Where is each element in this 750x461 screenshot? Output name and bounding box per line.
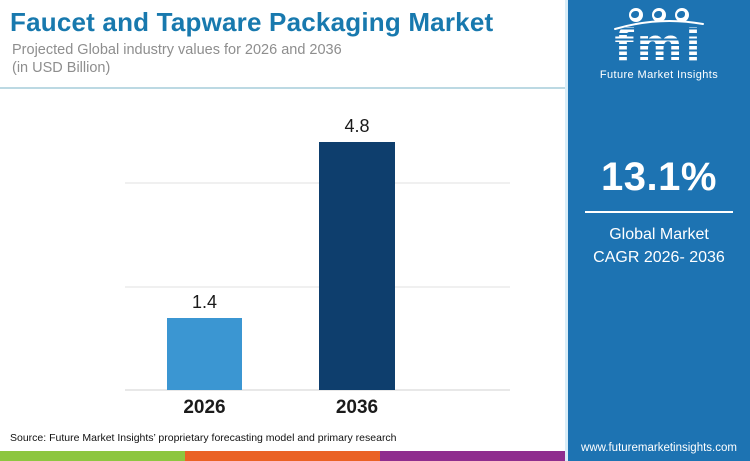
bar-group-2026: 1.4 2026 (167, 95, 242, 418)
subtitle-line-2: (in USD Billion) (12, 60, 111, 77)
cagr-label-line-1: Global Market (609, 226, 709, 243)
cagr-divider (585, 211, 733, 213)
cagr-block: 13.1% Global Market CAGR 2026- 2036 (568, 155, 750, 269)
cagr-value: 13.1% (601, 155, 717, 199)
globe-americas-icon (629, 8, 643, 22)
logo-wordmark: fmi (614, 20, 704, 71)
gridline (125, 389, 510, 391)
strip-green (0, 451, 185, 461)
gridline (125, 182, 510, 185)
page-subtitle: Projected Global industry values for 202… (12, 41, 342, 77)
header: Faucet and Tapware Packaging Market Proj… (0, 0, 568, 88)
strip-orange (185, 451, 380, 461)
globe-europe-icon (652, 8, 666, 22)
cagr-label: Global Market CAGR 2026- 2036 (568, 223, 750, 269)
website-link[interactable]: www.futuremarketinsights.com (581, 442, 737, 454)
cagr-label-line-2: CAGR 2026- 2036 (593, 249, 725, 267)
axis-label-2026: 2026 (183, 397, 226, 418)
gridline (125, 285, 510, 288)
sidebar: fmi Future Market Insights 13.1% Global … (568, 0, 750, 461)
bar-2026 (167, 317, 242, 390)
source-note: Source: Future Market Insights’ propriet… (10, 432, 397, 444)
subtitle-line-1: Projected Global industry values for 202… (12, 42, 342, 58)
bottom-color-strip (0, 451, 568, 461)
sidebar-edge-highlight (565, 0, 568, 461)
bar-group-2036: 4.8 2036 (319, 95, 395, 418)
logo-subtext: Future Market Insights (599, 69, 719, 81)
strip-purple (380, 451, 568, 461)
bar-value-2036: 4.8 (344, 115, 370, 136)
fmi-logo: fmi Future Market Insights (568, 8, 750, 81)
globe-asia-icon (675, 8, 689, 22)
bar-2036 (319, 141, 395, 390)
page-title: Faucet and Tapware Packaging Market (10, 7, 494, 37)
axis-label-2036: 2036 (335, 397, 379, 418)
header-divider (0, 87, 568, 89)
logo-globes (568, 8, 750, 22)
bar-chart: 1.4 2026 4.8 2036 (0, 95, 568, 425)
bar-value-2026: 1.4 (191, 291, 218, 312)
